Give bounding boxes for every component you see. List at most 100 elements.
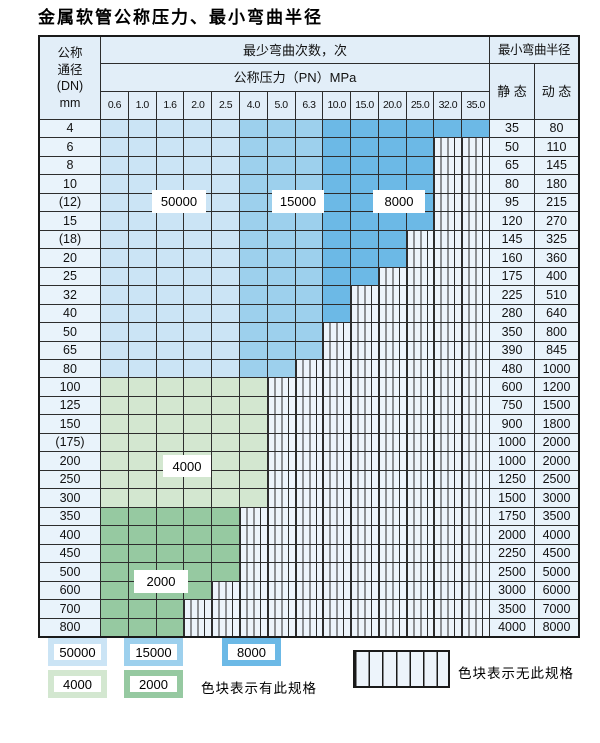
no-spec-cell: [267, 600, 295, 618]
legend-swatch-4000: 4000: [48, 670, 107, 698]
no-spec-cell: [239, 526, 267, 544]
no-spec-cell: [462, 138, 489, 156]
no-spec-cell: [462, 415, 489, 433]
static-value-cell: 175: [490, 267, 534, 286]
dn-cell: 32: [40, 286, 100, 304]
spec-cell: [101, 156, 128, 175]
dynamic-column-header: 动 态: [535, 64, 578, 119]
region-label-8000: 8000: [373, 190, 425, 213]
spec-cell: [101, 507, 128, 526]
spec-cell: [406, 138, 434, 156]
no-spec-cell: [351, 489, 378, 507]
spec-cell: [184, 341, 212, 360]
spec-cell: [212, 138, 239, 156]
static-value-cell: 2000: [490, 526, 534, 544]
legend-swatch-50000: 50000: [48, 638, 107, 666]
no-spec-cell: [378, 304, 406, 323]
no-spec-cell: [434, 433, 462, 452]
spec-cell: [378, 230, 406, 249]
spec-cell: [184, 489, 212, 507]
no-spec-cell: [351, 378, 378, 396]
spec-cell: [184, 433, 212, 452]
spec-cell: [239, 323, 267, 341]
legend-has-spec-text: 色块表示有此规格: [201, 681, 317, 696]
no-spec-cell: [378, 267, 406, 286]
no-spec-cell: [434, 230, 462, 249]
spec-cell: [212, 175, 239, 193]
no-spec-cell: [295, 396, 323, 415]
no-spec-cell: [351, 433, 378, 452]
spec-cell: [378, 138, 406, 156]
spec-cell: [101, 230, 128, 249]
spec-cell: [128, 249, 156, 267]
spec-cell: [156, 138, 184, 156]
spec-cell: [128, 433, 156, 452]
no-spec-cell: [351, 452, 378, 470]
no-spec-cell: [406, 323, 434, 341]
spec-cell: [295, 212, 323, 230]
spec-cell: [295, 286, 323, 304]
no-spec-cell: [239, 507, 267, 526]
spec-cell: [267, 120, 295, 138]
no-spec-cell: [351, 360, 378, 378]
no-spec-cell: [267, 378, 295, 396]
spec-cell: [267, 156, 295, 175]
dn-cell: 15: [40, 212, 100, 230]
dynamic-value-cell: 640: [535, 304, 578, 323]
static-value-cell: 1750: [490, 507, 534, 526]
spec-cell: [156, 286, 184, 304]
dynamic-value-cell: 4500: [535, 544, 578, 563]
spec-cell: [267, 212, 295, 230]
nominal-pressure-header: 公称压力（PN）MPa: [101, 64, 489, 91]
static-value-cell: 350: [490, 323, 534, 341]
no-spec-cell: [351, 581, 378, 600]
no-spec-cell: [239, 544, 267, 563]
no-spec-cell: [351, 563, 378, 581]
region-label-4000: 4000: [163, 455, 211, 477]
no-spec-cell: [295, 433, 323, 452]
static-value-cell: 390: [490, 341, 534, 360]
no-spec-cell: [462, 581, 489, 600]
static-value-cell: 3000: [490, 581, 534, 600]
spec-cell: [101, 600, 128, 618]
no-spec-cell: [295, 470, 323, 489]
spec-cell: [239, 230, 267, 249]
pressure-header-cell: 32.0: [434, 92, 462, 119]
no-spec-cell: [323, 489, 351, 507]
pressure-header-cell: 10.0: [323, 92, 351, 119]
spec-cell: [212, 120, 239, 138]
spec-cell: [323, 304, 351, 323]
spec-cell: [295, 267, 323, 286]
spec-cell: [184, 230, 212, 249]
no-spec-cell: [462, 618, 489, 636]
static-value-cell: 280: [490, 304, 534, 323]
pressure-header-cell: 2.5: [212, 92, 239, 119]
no-spec-cell: [434, 286, 462, 304]
spec-cell: [156, 230, 184, 249]
spec-cell: [101, 415, 128, 433]
spec-cell: [101, 267, 128, 286]
no-spec-cell: [295, 360, 323, 378]
spec-cell: [212, 396, 239, 415]
spec-cell: [378, 249, 406, 267]
no-spec-cell: [378, 433, 406, 452]
spec-cell: [295, 249, 323, 267]
no-spec-cell: [295, 452, 323, 470]
spec-cell: [156, 378, 184, 396]
no-spec-cell: [434, 360, 462, 378]
no-spec-cell: [295, 415, 323, 433]
page-title: 金属软管公称压力、最小弯曲半径: [38, 8, 323, 28]
dynamic-value-cell: 4000: [535, 526, 578, 544]
spec-cell: [101, 286, 128, 304]
spec-table: 公称 通径 (DN) mm 最少弯曲次数，次 最小弯曲半径 公称压力（PN）MP…: [38, 35, 580, 638]
no-spec-cell: [462, 544, 489, 563]
spec-cell: [406, 120, 434, 138]
dynamic-value-cell: 1200: [535, 378, 578, 396]
no-spec-cell: [378, 618, 406, 636]
pressure-header-cell: 6.3: [295, 92, 323, 119]
dn-cell: 150: [40, 415, 100, 433]
no-spec-cell: [462, 470, 489, 489]
no-spec-cell: [351, 600, 378, 618]
spec-cell: [184, 249, 212, 267]
